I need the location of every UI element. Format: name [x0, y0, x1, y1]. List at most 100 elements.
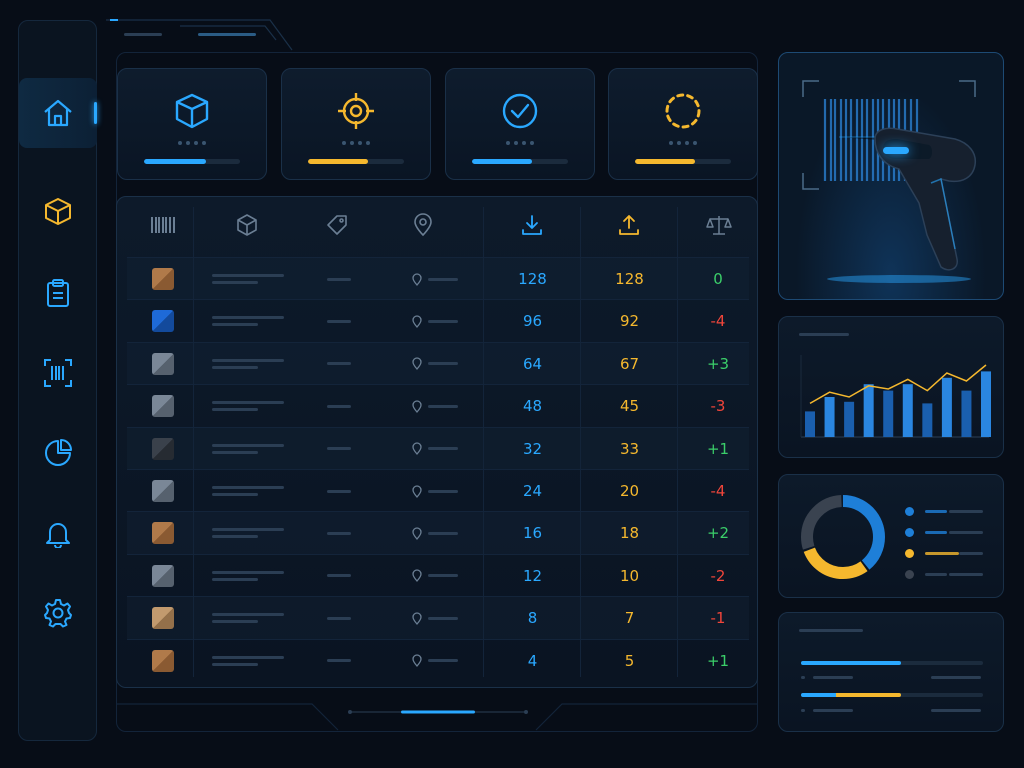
- legend-dot: [905, 570, 914, 579]
- value-placeholder: [931, 676, 981, 679]
- tag-placeholder: [323, 597, 355, 639]
- sidebar-item-scan[interactable]: [19, 338, 97, 408]
- location-placeholder: [405, 555, 465, 597]
- box-icon: [152, 352, 174, 375]
- location-placeholder: [405, 428, 465, 470]
- tab-details[interactable]: [190, 24, 275, 48]
- table-row[interactable]: 4 5 +1: [127, 638, 749, 682]
- gear-icon: [44, 599, 72, 628]
- pager-handle[interactable]: [396, 704, 482, 722]
- outbound-qty: 128: [615, 270, 644, 288]
- product-thumbnail: [147, 428, 179, 470]
- table-row[interactable]: 32 33 +1: [127, 426, 749, 470]
- sidebar-item-orders[interactable]: [19, 258, 97, 328]
- sidebar: [18, 20, 97, 741]
- location-pin-icon: [412, 612, 422, 625]
- label-placeholder: [813, 676, 853, 679]
- stat-card-pending[interactable]: [608, 68, 758, 180]
- table-row[interactable]: 12 10 -2: [127, 553, 749, 597]
- column-header-difference[interactable]: [699, 211, 739, 239]
- stat-progress-bar: [308, 159, 404, 164]
- column-header-inbound[interactable]: [512, 211, 552, 239]
- sidebar-item-notifications[interactable]: [19, 498, 97, 568]
- inbound-qty: 4: [527, 651, 538, 670]
- difference-qty: 0: [713, 270, 723, 288]
- product-name-placeholder: [212, 343, 292, 385]
- product-name-placeholder: [212, 640, 292, 682]
- location-pin-icon: [412, 272, 422, 286]
- sidebar-item-settings[interactable]: [19, 578, 97, 648]
- donut-panel: [778, 474, 1004, 598]
- difference-qty: -3: [710, 397, 726, 416]
- table-row[interactable]: 64 67 +3: [127, 341, 749, 385]
- mini-chart-panel: [778, 316, 1004, 458]
- location-pin-icon: [412, 654, 422, 668]
- outbound-qty: 92: [619, 312, 640, 331]
- box-icon: [152, 607, 174, 630]
- scanner-panel[interactable]: [778, 52, 1004, 300]
- tab-overview[interactable]: [108, 18, 188, 44]
- table-row[interactable]: 16 18 +2: [127, 511, 749, 555]
- stat-card-products[interactable]: [117, 68, 267, 180]
- outbound-qty: 67: [619, 354, 640, 373]
- difference-qty: +1: [706, 651, 730, 670]
- sidebar-item-inventory[interactable]: [19, 176, 97, 246]
- difference-qty: -1: [710, 609, 726, 628]
- chart-bar: [883, 390, 894, 437]
- column-divider: [580, 207, 581, 677]
- column-divider: [677, 207, 678, 677]
- column-header-tag[interactable]: [317, 211, 357, 239]
- column-header-product[interactable]: [227, 211, 267, 239]
- product-thumbnail: [147, 385, 179, 427]
- table-row[interactable]: 96 92 -4: [127, 299, 749, 342]
- difference-qty: +1: [706, 439, 730, 458]
- column-header-barcode[interactable]: [143, 211, 183, 239]
- legend-value-placeholder: [949, 573, 983, 576]
- box-icon: [152, 395, 174, 418]
- stat-progress-bar: [144, 159, 240, 164]
- sidebar-item-analytics[interactable]: [19, 418, 97, 488]
- outbound-qty: 10: [619, 566, 640, 585]
- product-name-placeholder: [212, 555, 292, 597]
- cube-icon: [175, 93, 209, 129]
- stat-card-targets[interactable]: [281, 68, 431, 180]
- legend-value-placeholder: [959, 552, 983, 555]
- top-tab-bar: [106, 19, 293, 51]
- sidebar-item-home[interactable]: [19, 78, 97, 148]
- tag-placeholder: [323, 385, 355, 427]
- balance-scale-icon: [706, 216, 732, 235]
- stat-card-completed[interactable]: [445, 68, 595, 180]
- column-header-outbound[interactable]: [609, 211, 649, 239]
- outbound-qty: 18: [619, 524, 640, 543]
- product-name-placeholder: [212, 300, 292, 342]
- difference-qty: -4: [710, 482, 726, 500]
- box-icon: [152, 437, 174, 460]
- inventory-table: 128 128 0 96 92 -4 64 67 +3 48 45 -3 32 33 +1 24 20 -4 16 1…: [116, 196, 758, 688]
- donut-segment: [801, 495, 885, 579]
- tag-placeholder: [323, 300, 355, 342]
- table-row[interactable]: 8 7 -1: [127, 596, 749, 640]
- outbound-qty: 5: [624, 651, 635, 670]
- difference-qty: -2: [710, 566, 726, 585]
- column-header-location[interactable]: [403, 211, 443, 239]
- chart-bar: [863, 384, 874, 437]
- legend-label-placeholder: [925, 531, 947, 534]
- box-icon: [152, 522, 174, 545]
- difference-qty: +2: [706, 524, 730, 543]
- table-row[interactable]: 128 128 0: [127, 257, 749, 300]
- chart-title-placeholder: [799, 333, 849, 336]
- tag-placeholder: [323, 640, 355, 682]
- table-row[interactable]: 48 45 -3: [127, 384, 749, 427]
- product-thumbnail: [147, 597, 179, 639]
- table-row[interactable]: 24 20 -4: [127, 469, 749, 512]
- inbound-qty: 64: [522, 354, 543, 373]
- barcode-scan-icon: [44, 359, 72, 387]
- target-icon: [338, 93, 374, 129]
- inbound-qty: 128: [518, 270, 547, 288]
- chart-bar: [981, 371, 991, 437]
- chart-bar: [844, 401, 855, 437]
- location-pin-icon: [412, 315, 422, 328]
- tag-placeholder: [323, 555, 355, 597]
- label-placeholder: [609, 141, 757, 145]
- location-placeholder: [405, 343, 465, 385]
